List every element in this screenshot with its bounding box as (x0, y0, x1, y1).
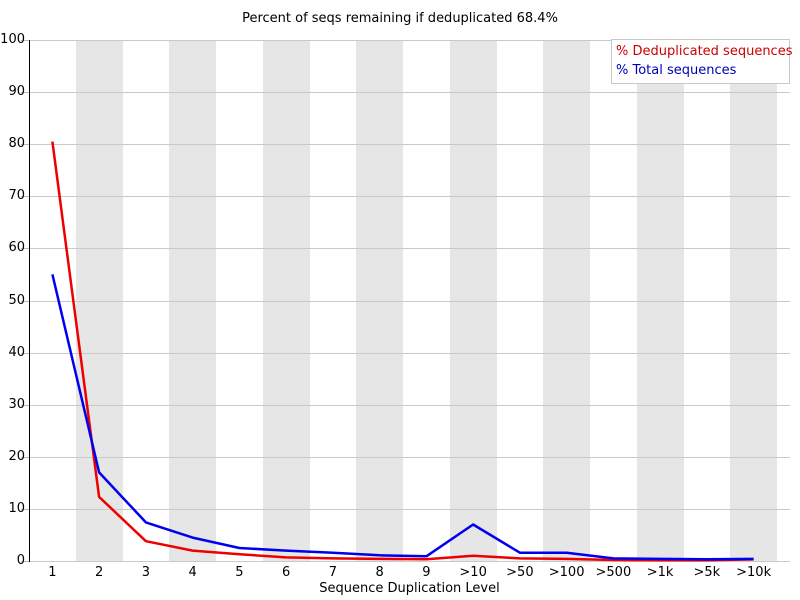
y-tick-label-20: 20 (8, 448, 25, 464)
x-tick-label->10k: >10k (736, 565, 772, 580)
gridline-90 (29, 92, 790, 94)
y-tick-label-70: 70 (8, 188, 25, 204)
y-tick-40 (21, 352, 29, 354)
gridline-30 (29, 404, 790, 406)
chart-title: Percent of seqs remaining if deduplicate… (242, 11, 558, 26)
gridline-10 (29, 508, 790, 510)
y-tick-60 (21, 248, 29, 250)
x-tick-label->10: >10 (459, 565, 487, 580)
y-tick-80 (21, 144, 29, 146)
y-tick-label-30: 30 (8, 396, 25, 412)
x-axis-title: Sequence Duplication Level (319, 581, 500, 596)
legend: % Deduplicated sequences % Total sequenc… (611, 39, 793, 84)
x-tick-label-9: 9 (422, 565, 431, 580)
x-tick-label-8: 8 (375, 565, 384, 580)
total-sequences-line (51, 274, 754, 561)
x-tick-label-2: 2 (94, 565, 104, 580)
gridline-20 (29, 456, 790, 458)
y-tick-label-100: 100 (0, 32, 25, 47)
y-tick-0 (21, 561, 29, 562)
legend-item-total: % Total sequences (616, 63, 737, 78)
x-tick-label->5k: >5k (693, 565, 721, 580)
gridline-0 (29, 561, 790, 562)
x-tick-label->50: >50 (506, 565, 534, 580)
x-tick-label-5: 5 (235, 565, 244, 580)
x-tick-label-3: 3 (141, 565, 151, 580)
x-tick-label->100: >100 (548, 565, 585, 580)
y-tick-90 (21, 92, 29, 94)
legend-item-deduplicated: % Deduplicated sequences (616, 44, 793, 59)
y-tick-label-0: 0 (16, 553, 25, 568)
gridline-50 (29, 300, 790, 302)
y-tick-10 (21, 508, 29, 510)
gridline-70 (29, 196, 790, 198)
y-tick-label-10: 10 (8, 500, 25, 516)
y-tick-label-40: 40 (8, 344, 25, 360)
y-tick-label-90: 90 (8, 84, 25, 100)
x-tick-label-6: 6 (281, 565, 291, 580)
y-tick-label-80: 80 (8, 136, 25, 152)
x-tick-label->1k: >1k (646, 565, 674, 580)
x-tick-label-1: 1 (48, 565, 57, 580)
gridline-40 (29, 352, 790, 354)
gridline-100 (29, 40, 790, 41)
y-tick-label-50: 50 (8, 292, 25, 308)
gridline-60 (29, 248, 790, 250)
y-tick-label-60: 60 (8, 240, 25, 256)
y-tick-50 (21, 300, 29, 302)
y-axis-spine (29, 40, 30, 562)
y-tick-70 (21, 196, 29, 198)
y-tick-20 (21, 456, 29, 458)
x-tick-label-7: 7 (328, 565, 338, 580)
deduplicated-sequences-line (51, 141, 754, 562)
x-tick-label-4: 4 (188, 565, 197, 580)
x-tick-label->500: >500 (595, 565, 632, 580)
gridline-80 (29, 144, 790, 146)
y-tick-100 (21, 40, 29, 41)
y-tick-30 (21, 404, 29, 406)
